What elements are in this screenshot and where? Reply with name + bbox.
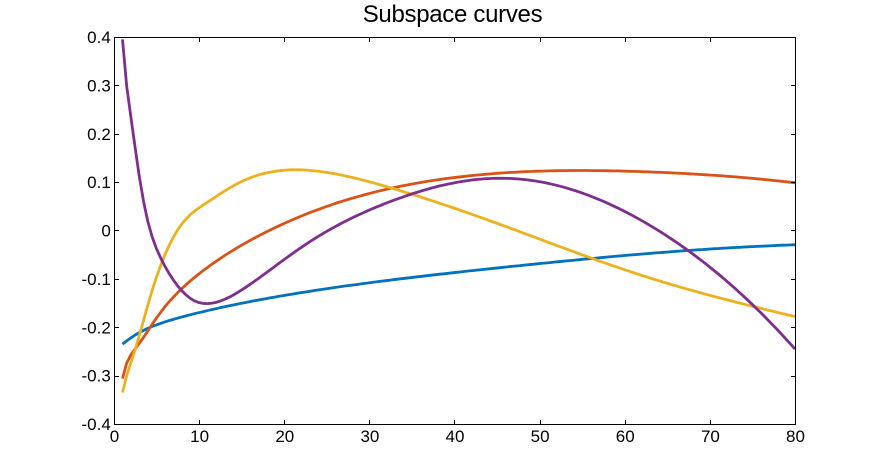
svg-text:10: 10 [190, 427, 209, 446]
svg-text:30: 30 [360, 427, 379, 446]
svg-text:60: 60 [616, 427, 635, 446]
svg-text:Subspace curves: Subspace curves [363, 1, 543, 28]
svg-text:0.4: 0.4 [87, 28, 111, 47]
svg-text:0.2: 0.2 [87, 125, 111, 144]
svg-text:0.1: 0.1 [87, 173, 111, 192]
svg-text:80: 80 [786, 427, 805, 446]
svg-text:40: 40 [446, 427, 465, 446]
svg-text:-0.3: -0.3 [82, 367, 111, 386]
svg-text:-0.2: -0.2 [82, 318, 111, 337]
svg-text:0: 0 [110, 427, 119, 446]
svg-text:70: 70 [701, 427, 720, 446]
svg-text:50: 50 [531, 427, 550, 446]
svg-text:0: 0 [101, 222, 110, 241]
svg-text:20: 20 [275, 427, 294, 446]
svg-text:-0.4: -0.4 [82, 415, 111, 434]
svg-text:0.3: 0.3 [87, 76, 111, 95]
svg-text:-0.1: -0.1 [82, 270, 111, 289]
